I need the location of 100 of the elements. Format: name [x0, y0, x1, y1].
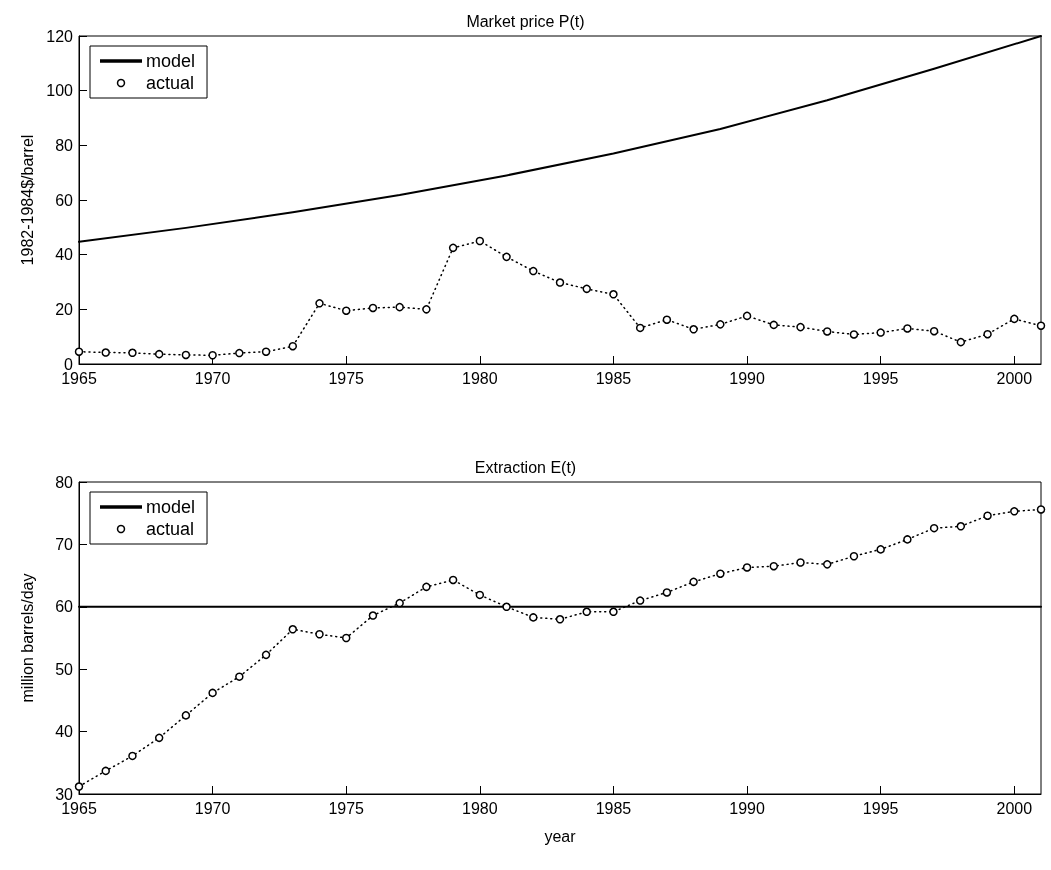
- point: [422, 582, 431, 592]
- x-tick-label: 1985: [595, 369, 632, 387]
- point: [903, 324, 912, 333]
- point: [769, 561, 779, 571]
- point: [261, 347, 271, 356]
- x-tick-label: 1990: [729, 799, 765, 817]
- point: [716, 320, 725, 329]
- point: [635, 323, 645, 333]
- x-tick-label: 1980: [462, 799, 498, 817]
- y-tick-label: 40: [55, 246, 74, 264]
- legend-label: actual: [146, 73, 195, 93]
- chart-title: Extraction E(t): [474, 458, 577, 476]
- point: [448, 243, 458, 253]
- point: [929, 326, 939, 336]
- point: [716, 569, 725, 578]
- point: [983, 511, 992, 520]
- point: [422, 305, 431, 314]
- point: [235, 672, 244, 681]
- point: [154, 733, 164, 743]
- point: [101, 766, 110, 776]
- point: [742, 563, 752, 572]
- point: [876, 545, 885, 554]
- point: [368, 611, 378, 620]
- point: [903, 535, 912, 544]
- point: [288, 341, 298, 351]
- x-tick-label: 1975: [328, 369, 365, 387]
- point: [395, 302, 404, 312]
- x-tick-label: 1970: [194, 799, 231, 817]
- point: [635, 596, 645, 605]
- point: [1010, 314, 1019, 324]
- point: [341, 306, 351, 315]
- point: [368, 303, 378, 313]
- x-axis-title: year: [544, 827, 577, 845]
- point: [529, 266, 538, 276]
- y-tick-label: 50: [55, 660, 74, 678]
- point: [555, 278, 565, 287]
- y-tick-label: 60: [55, 191, 74, 209]
- point: [502, 602, 511, 612]
- point: [849, 330, 859, 339]
- y-axis-title: 1982-1984$/barrel: [18, 134, 36, 266]
- y-tick-label: 80: [55, 136, 74, 154]
- x-tick-label: 1975: [328, 799, 365, 817]
- point: [315, 630, 324, 639]
- point: [208, 351, 217, 360]
- legend-label: actual: [146, 519, 195, 539]
- point: [448, 575, 458, 585]
- point: [609, 290, 618, 299]
- point: [983, 329, 992, 339]
- point: [181, 350, 191, 360]
- point: [74, 782, 84, 791]
- point: [261, 650, 271, 660]
- point: [822, 327, 832, 336]
- point: [475, 236, 485, 246]
- point: [1010, 507, 1019, 516]
- x-tick-label: 2000: [996, 369, 1033, 387]
- point: [235, 348, 244, 358]
- point: [181, 711, 191, 720]
- point: [128, 348, 137, 358]
- point: [876, 328, 885, 337]
- x-tick-label: 1970: [194, 369, 231, 387]
- point: [1036, 321, 1046, 330]
- chart-title: Market price P(t): [466, 12, 585, 30]
- point: [689, 577, 698, 587]
- point: [662, 588, 672, 597]
- point: [956, 522, 966, 531]
- legend-label: model: [146, 51, 196, 71]
- point: [769, 320, 779, 330]
- point: [1036, 505, 1046, 514]
- point: [208, 688, 217, 698]
- y-tick-label: 40: [55, 723, 74, 741]
- point: [74, 347, 84, 356]
- point: [796, 558, 805, 567]
- point: [101, 348, 110, 357]
- x-tick-label: 1995: [862, 369, 899, 387]
- point: [502, 252, 511, 262]
- point: [555, 615, 565, 624]
- legend-label: model: [146, 497, 196, 517]
- point: [529, 613, 538, 622]
- x-tick-label: 1980: [462, 369, 498, 387]
- y-axis-title: million barrels/day: [18, 573, 36, 703]
- point: [582, 607, 591, 617]
- x-tick-label: 1985: [595, 799, 632, 817]
- point: [395, 598, 404, 608]
- y-tick-label: 20: [55, 300, 74, 318]
- y-tick-label: 60: [55, 598, 74, 616]
- point: [796, 322, 805, 332]
- point: [315, 299, 324, 308]
- y-tick-label: 70: [55, 535, 74, 553]
- y-tick-label: 80: [55, 473, 74, 491]
- y-tick-label: 100: [46, 82, 74, 100]
- point: [689, 325, 698, 334]
- point: [582, 284, 591, 294]
- point: [609, 607, 618, 617]
- point: [849, 552, 859, 561]
- y-tick-label: 120: [46, 27, 74, 45]
- point: [288, 625, 298, 634]
- point: [956, 337, 966, 347]
- point: [662, 315, 672, 324]
- point: [822, 560, 832, 569]
- point: [929, 523, 939, 533]
